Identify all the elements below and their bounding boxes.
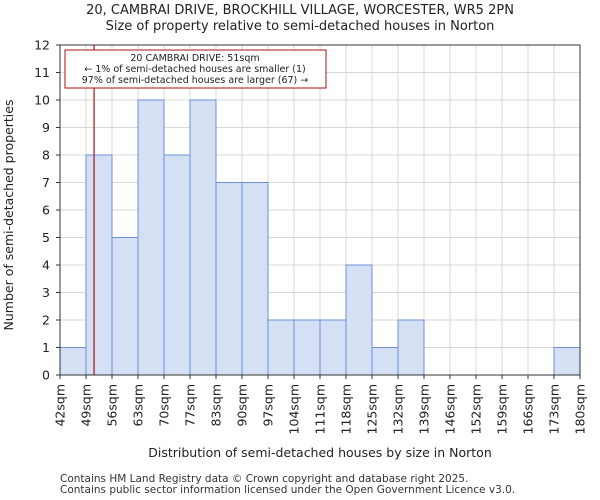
x-tick-label: 166sqm	[521, 384, 536, 434]
bar	[397, 319, 425, 376]
annotation-line-2: ← 1% of semi-detached houses are smaller…	[84, 64, 305, 75]
x-tick-label: 77sqm	[183, 384, 198, 427]
bar	[553, 347, 581, 376]
x-tick-label: 42sqm	[53, 384, 68, 427]
chart-title: 20, CAMBRAI DRIVE, BROCKHILL VILLAGE, WO…	[86, 3, 514, 18]
bar	[163, 154, 191, 376]
annotation-line-3: 97% of semi-detached houses are larger (…	[82, 75, 309, 86]
bar	[267, 319, 295, 376]
footer-licence: Contains public sector information licen…	[60, 484, 516, 496]
y-tick-label: 5	[42, 230, 50, 245]
y-axis-label: Number of semi-detached properties	[1, 100, 16, 331]
y-tick-label: 10	[34, 93, 50, 108]
x-tick-label: 56sqm	[105, 384, 120, 427]
x-tick-label: 159sqm	[495, 384, 510, 434]
x-tick-label: 63sqm	[131, 384, 146, 427]
x-tick-label: 111sqm	[313, 384, 328, 434]
chart-subtitle: Size of property relative to semi-detach…	[105, 19, 495, 34]
x-tick-label: 104sqm	[287, 384, 302, 434]
bar	[137, 99, 165, 376]
y-tick-label: 2	[42, 313, 50, 328]
bars	[59, 99, 581, 376]
y-tick-label: 11	[34, 65, 50, 80]
y-tick-label: 3	[42, 285, 50, 300]
bar	[371, 347, 399, 376]
x-tick-label: 83sqm	[209, 384, 224, 427]
y-tick-label: 7	[42, 175, 50, 190]
annotation-box	[64, 49, 327, 89]
y-tick-label: 8	[42, 148, 50, 163]
x-tick-label: 97sqm	[261, 384, 276, 427]
x-tick-label: 173sqm	[547, 384, 562, 434]
x-tick-label: 152sqm	[469, 384, 484, 434]
x-axis-label: Distribution of semi-detached houses by …	[148, 445, 492, 460]
x-tick-label: 70sqm	[157, 384, 172, 427]
bar	[293, 319, 321, 376]
bar	[241, 182, 269, 376]
x-tick-label: 118sqm	[339, 384, 354, 434]
y-tick-label: 4	[42, 258, 50, 273]
bar	[345, 264, 373, 376]
footer-copyright: Contains HM Land Registry data © Crown c…	[60, 473, 469, 485]
bar	[59, 347, 87, 376]
y-tick-label: 12	[34, 38, 50, 53]
x-tick-label: 132sqm	[391, 384, 406, 434]
x-tick-label: 90sqm	[235, 384, 250, 427]
y-tick-label: 1	[42, 340, 50, 355]
y-tick-label: 9	[42, 120, 50, 135]
annotation-line-1: 20 CAMBRAI DRIVE: 51sqm	[130, 53, 259, 64]
bar	[189, 99, 217, 376]
x-tick-label: 146sqm	[443, 384, 458, 434]
x-tick-label: 139sqm	[417, 384, 432, 434]
y-tick-label: 6	[42, 203, 50, 218]
x-tick-label: 180sqm	[573, 384, 588, 434]
bar	[111, 237, 139, 376]
bar	[319, 319, 347, 376]
x-tick-label: 125sqm	[365, 384, 380, 434]
bar	[215, 182, 243, 376]
annotation: 20 CAMBRAI DRIVE: 51sqm ← 1% of semi-det…	[64, 49, 327, 89]
y-tick-label: 0	[42, 368, 50, 383]
x-tick-label: 49sqm	[79, 384, 94, 427]
bar	[85, 154, 113, 376]
